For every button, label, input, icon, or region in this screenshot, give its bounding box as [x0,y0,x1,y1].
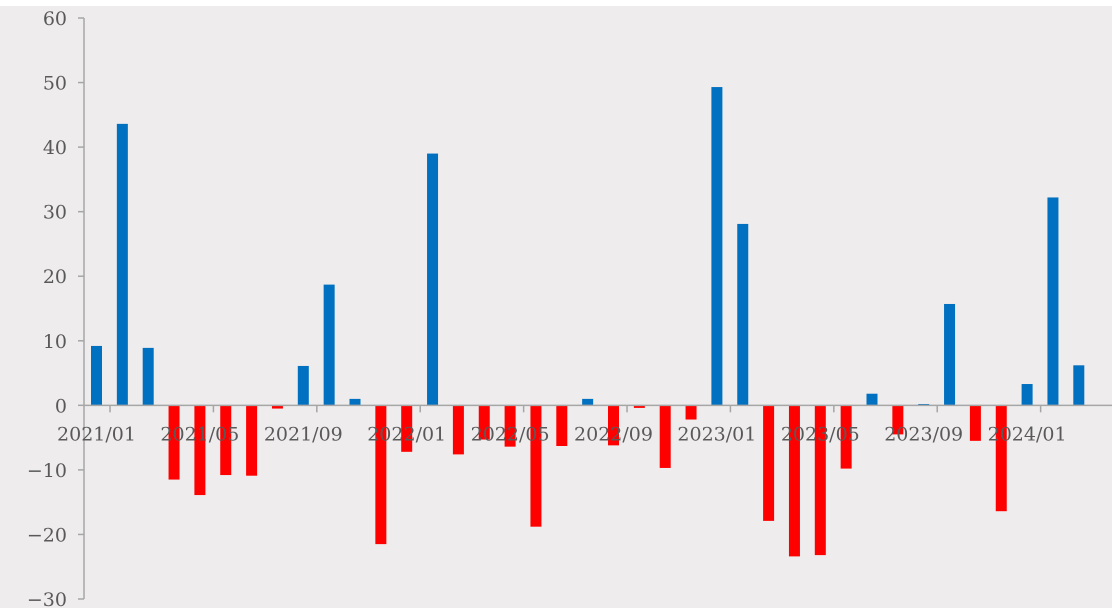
x-tick-label: 2023/09 [884,423,963,445]
bar-2021-07 [246,405,258,476]
bar-2021-09 [297,365,309,406]
bar-2022-05 [504,405,516,447]
bar-2021-04 [168,405,180,480]
bar-2021-10 [323,284,335,406]
bar-2022-10 [633,405,645,408]
y-tick-label: 60 [43,8,67,30]
x-axis-ticks: 2021/01 2021/05 2021/09 2022/01 2022/05 2022/… [57,405,1067,445]
x-tick-label: 2023/05 [781,423,860,445]
bar-2023-04 [788,405,800,557]
y-tick-label: −30 [27,589,67,608]
bar-2022-11 [659,405,671,468]
bar-2023-12 [995,405,1007,512]
bar-2022-12 [685,405,697,420]
y-tick-label: 10 [43,331,67,353]
bar-2023-10 [944,303,956,406]
y-tick-label: 50 [43,73,67,95]
bar-2022-07 [556,405,568,446]
bar-2021-11 [349,398,361,406]
x-tick-label: 2022/09 [574,423,653,445]
bar-2022-01 [401,405,413,452]
bar-2021-06 [220,405,232,476]
bars [91,87,1085,557]
y-tick-label: 30 [43,202,67,224]
x-tick-label: 2022/05 [471,423,550,445]
y-tick-label: −20 [27,524,67,546]
x-tick-label: 2024/01 [988,423,1067,445]
x-tick-label: 2023/01 [677,423,756,445]
bar-2023-01 [711,87,723,406]
bar-2023-05 [814,405,826,556]
x-tick-label: 2021/09 [264,423,343,445]
plot-background [0,6,1112,608]
y-tick-label: 0 [55,395,67,417]
bar-2022-06 [530,405,542,527]
bar-2023-11 [969,405,981,441]
bar-2024-02 [1047,197,1059,406]
y-axis-ticks: −30 −20 −10 0 10 20 30 40 50 60 [27,8,84,608]
bar-2023-03 [763,405,775,521]
bar-2021-01 [91,345,102,406]
y-tick-label: −10 [27,460,67,482]
bar-2024-01 [1021,384,1033,406]
bar-2024-03 [1073,365,1085,406]
bar-2022-08 [582,398,594,406]
x-tick-label: 2021/05 [160,423,239,445]
bar-2021-08 [271,405,283,409]
bar-2021-02 [116,123,128,406]
y-tick-label: 40 [43,137,67,159]
bar-2023-06 [840,405,852,469]
bar-2021-03 [142,347,154,406]
x-tick-label: 2021/01 [57,423,136,445]
bar-2022-04 [478,405,490,440]
x-tick-label: 2022/01 [367,423,446,445]
bar-2021-05 [194,405,206,496]
bar-2022-09 [608,405,619,446]
bar-2021-12 [375,405,387,545]
bar-2023-07 [866,393,878,406]
bar-2023-02 [737,223,749,406]
bar-2022-02 [427,153,439,406]
y-tick-label: 20 [43,266,67,288]
bar-2022-03 [452,405,464,455]
bar-2023-08 [892,405,904,435]
